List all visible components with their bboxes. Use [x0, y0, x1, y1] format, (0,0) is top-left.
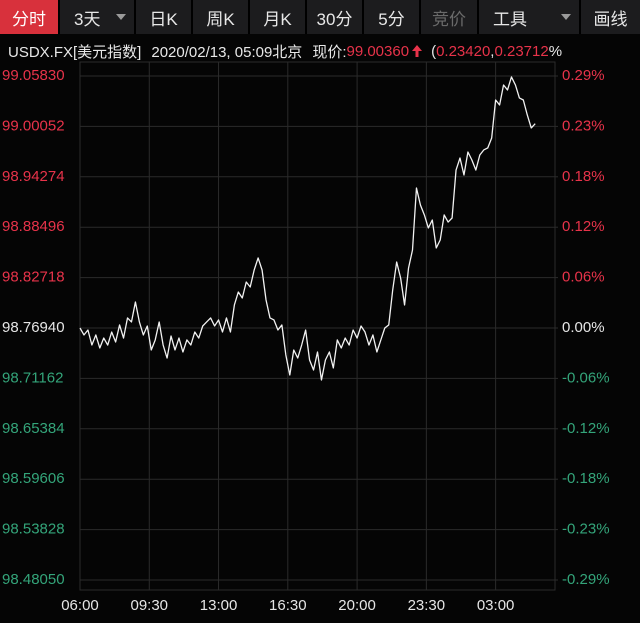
y2-tick-label: 0.12% — [562, 218, 605, 235]
symbol: USDX.FX[美元指数] — [8, 43, 142, 61]
toolbar-tab[interactable]: 30分 — [307, 0, 362, 34]
x-tick-label: 16:30 — [269, 597, 307, 614]
tab-label: 3天 — [74, 9, 101, 29]
y-tick-label: 98.48050 — [2, 571, 65, 588]
y-tick-label: 99.05830 — [2, 67, 65, 84]
up-arrow-icon — [412, 45, 423, 57]
toolbar-tab[interactable]: 日K — [136, 0, 191, 34]
y-tick-label: 98.76940 — [2, 319, 65, 336]
x-tick-label: 20:00 — [338, 597, 376, 614]
change-pct: 0.23712 — [494, 42, 549, 60]
y-tick-label: 98.59606 — [2, 470, 65, 487]
y2-tick-label: 0.23% — [562, 117, 605, 134]
price-label: 现价: — [312, 43, 347, 61]
tab-label: 画线 — [593, 9, 628, 29]
dropdown-caret — [116, 14, 126, 20]
y-tick-label: 98.82718 — [2, 269, 65, 286]
tab-label: 分时 — [12, 9, 46, 29]
toolbar-tab[interactable]: 5分 — [364, 0, 419, 34]
y2-tick-label: 0.18% — [562, 168, 605, 185]
y2-tick-label: -0.06% — [562, 369, 610, 386]
price-line — [79, 76, 536, 381]
y-tick-label: 99.00052 — [2, 117, 65, 134]
datetime: 2020/02/13, 05:09北京 — [151, 43, 303, 61]
toolbar-tab[interactable]: 周K — [193, 0, 248, 34]
paren: ( — [431, 42, 437, 60]
tab-label: 月K — [263, 9, 292, 29]
price: 99.00360 — [346, 42, 410, 60]
y-tick-label: 98.94274 — [2, 168, 65, 185]
toolbar-tab: 竞价 — [421, 0, 477, 34]
y2-tick-label: -0.23% — [562, 521, 610, 538]
toolbar-tab[interactable]: 分时 — [0, 0, 58, 34]
toolbar-tab[interactable]: 工具 — [479, 0, 579, 34]
y2-tick-label: 0.00% — [562, 319, 605, 336]
toolbar-tab[interactable]: 画线 — [581, 0, 640, 34]
y2-tick-label: 0.29% — [562, 67, 605, 84]
x-tick-label: 06:00 — [61, 597, 99, 614]
quote-info: USDX.FX[美元指数] 2020/02/13, 05:09北京 现价: 99… — [8, 40, 562, 62]
tab-label: 5分 — [378, 9, 405, 29]
y-tick-label: 98.65384 — [2, 420, 65, 437]
tab-label: 日K — [149, 9, 178, 29]
comma: , — [490, 42, 495, 60]
plot-frame — [79, 61, 556, 591]
x-tick-label: 03:00 — [477, 597, 515, 614]
y-tick-label: 98.71162 — [2, 369, 63, 386]
y2-tick-label: -0.18% — [562, 470, 610, 487]
tab-label: 30分 — [316, 9, 353, 29]
tab-label: 周K — [206, 9, 235, 29]
toolbar-tab[interactable]: 3天 — [60, 0, 134, 34]
toolbar-tab[interactable]: 月K — [250, 0, 305, 34]
x-tick-label: 13:00 — [200, 597, 238, 614]
tab-label: 工具 — [493, 9, 527, 29]
x-tick-label: 23:30 — [408, 597, 446, 614]
y-tick-label: 98.88496 — [2, 218, 65, 235]
change: 0.23420 — [436, 42, 491, 60]
y2-tick-label: 0.06% — [562, 269, 605, 286]
x-tick-label: 09:30 — [130, 597, 168, 614]
tab-label: 竞价 — [432, 9, 466, 29]
dropdown-caret — [561, 14, 571, 20]
toolbar: 分时 3天 日K 周K 月K 30分 5分 竞价 工具 画线 — [0, 0, 640, 34]
y-tick-label: 98.53828 — [2, 521, 65, 538]
y2-tick-label: -0.12% — [562, 420, 610, 437]
y2-tick-label: -0.29% — [562, 571, 610, 588]
percent-sign: % — [548, 42, 563, 60]
